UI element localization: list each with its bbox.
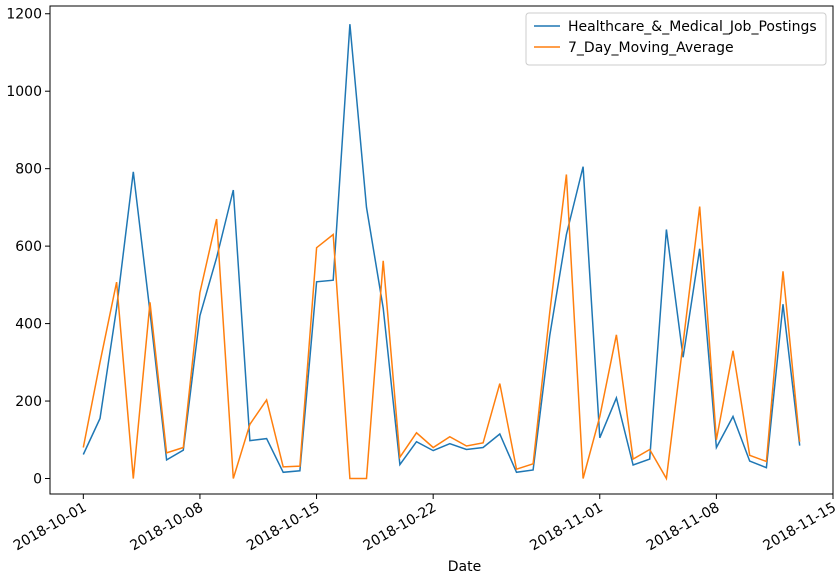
- y-tick-label: 1200: [6, 7, 42, 23]
- plot-area-frame: [49, 5, 834, 495]
- x-axis-title: Date: [448, 559, 481, 575]
- legend-box: [525, 12, 827, 66]
- y-tick-label: 600: [15, 239, 42, 255]
- series-line-1: [82, 24, 801, 474]
- series-lines: [82, 24, 801, 481]
- y-tick-label: 800: [15, 162, 42, 178]
- y-tick-label: 0: [33, 472, 42, 488]
- series-line-2: [82, 174, 801, 481]
- y-tick-label: 200: [15, 394, 42, 410]
- legend-label-2: 7_Day_Moving_Average: [568, 40, 734, 56]
- legend: Healthcare_&_Medical_Job_Postings 7_Day_M…: [525, 12, 827, 66]
- legend-label-1: Healthcare_&_Medical_Job_Postings: [568, 19, 817, 35]
- y-axis: 0 200 400 600 800 1000 1200: [6, 7, 50, 488]
- y-tick-label: 1000: [6, 84, 42, 100]
- y-tick-label: 400: [15, 317, 42, 333]
